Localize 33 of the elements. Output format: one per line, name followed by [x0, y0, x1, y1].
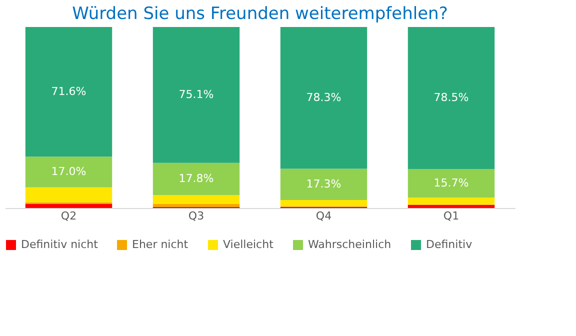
data-label: 75.1%: [178, 88, 214, 101]
bar: [25, 27, 112, 157]
bar: [25, 187, 112, 202]
bar: [280, 27, 368, 169]
x-tick-label: Q2: [60, 210, 77, 222]
legend-label: Wahrscheinlich: [308, 238, 392, 251]
data-label: 15.7%: [434, 176, 469, 190]
chart-title: Würden Sie uns Freunden weiterempfehlen?: [72, 4, 448, 24]
bar: [408, 27, 495, 170]
bar: [152, 195, 240, 204]
legend-label: Definitiv nicht: [21, 238, 99, 251]
bar: [25, 204, 112, 208]
legend-label: Definitiv: [426, 238, 473, 251]
bar: [408, 198, 495, 205]
x-tick-label: Q1: [443, 210, 460, 222]
bar: [408, 169, 495, 198]
legend-label: Eher nicht: [132, 238, 189, 251]
bar: [25, 156, 112, 188]
bar: [152, 162, 240, 196]
bar: [152, 27, 240, 163]
data-label: 71.6%: [51, 84, 86, 98]
bar: [280, 200, 368, 206]
data-label: 78.3%: [306, 90, 342, 104]
x-tick-label: Q4: [316, 210, 332, 222]
data-label: 17.8%: [178, 172, 214, 186]
data-label: 17.0%: [51, 164, 86, 178]
data-label: 17.3%: [306, 177, 342, 190]
x-tick-label: Q3: [188, 210, 204, 222]
legend-label: Vielleicht: [223, 238, 274, 251]
bar: [408, 204, 495, 208]
bar: [152, 204, 240, 207]
bar: [280, 168, 368, 200]
data-label: 78.5%: [434, 91, 469, 104]
